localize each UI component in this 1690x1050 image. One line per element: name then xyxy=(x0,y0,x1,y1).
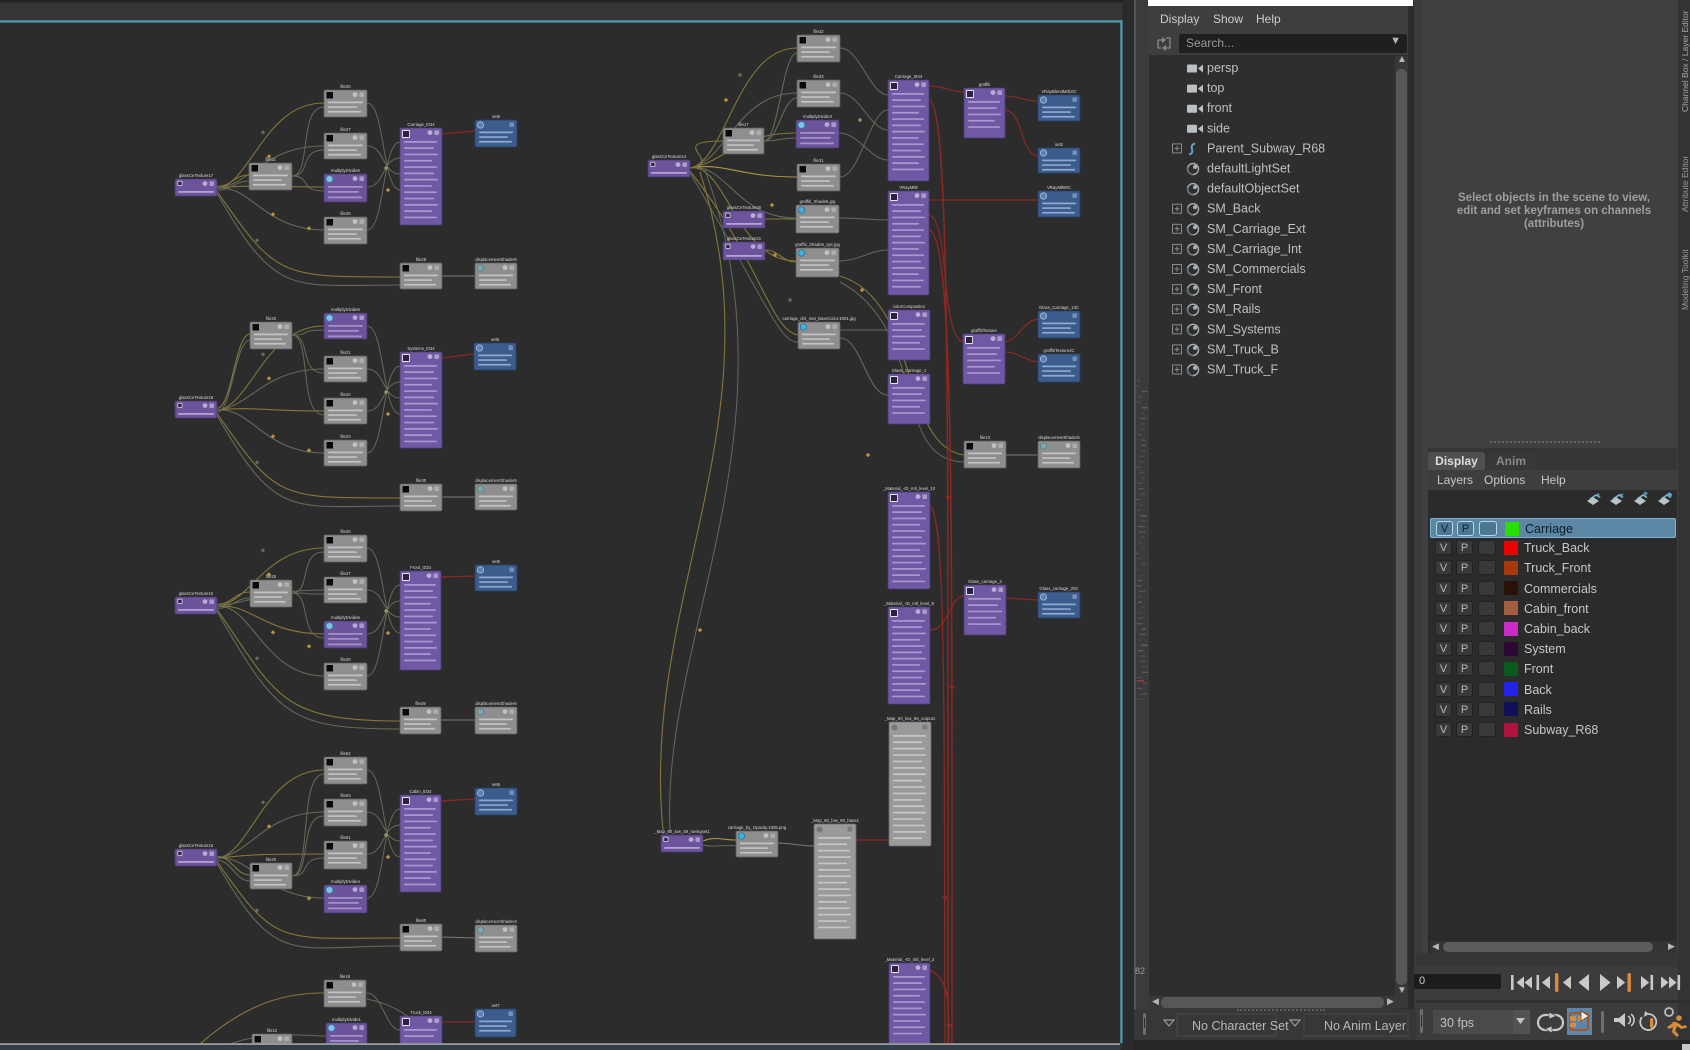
svg-text:file18: file18 xyxy=(340,974,351,979)
svg-text:_Map_60_low_59_swingset1: _Map_60_low_59_swingset1 xyxy=(653,829,710,834)
svg-text:SM_Truck_F: SM_Truck_F xyxy=(1207,363,1278,377)
svg-text:file10: file10 xyxy=(980,435,991,440)
svg-text:set6: set6 xyxy=(492,559,501,564)
svg-text:file60: file60 xyxy=(416,918,427,923)
svg-text:Glass_Carriage_13C: Glass_Carriage_13C xyxy=(1039,305,1079,310)
svg-text:multiplyDivide6: multiplyDivide6 xyxy=(331,615,361,620)
svg-text:Truck_t034: Truck_t034 xyxy=(410,1010,432,1015)
svg-text:displacementShader4: displacementShader4 xyxy=(475,919,517,924)
svg-text:graffitiTexture: graffitiTexture xyxy=(971,328,997,333)
svg-text:displacementShader6: displacementShader6 xyxy=(475,478,517,483)
svg-text:glassCeTexture16: glassCeTexture16 xyxy=(179,843,214,848)
svg-text:file26: file26 xyxy=(340,84,351,89)
svg-text:multiplyDivide4: multiplyDivide4 xyxy=(331,879,361,884)
svg-text:multiplyDivide3: multiplyDivide3 xyxy=(803,114,833,119)
svg-text:carriage_dirt_mat_BaseColor.10: carriage_dirt_mat_BaseColor.1001.jpg xyxy=(782,316,856,321)
svg-text:file31: file31 xyxy=(813,158,824,163)
svg-text:_Map_60_low_59_base1: _Map_60_low_59_base1 xyxy=(810,818,860,823)
svg-text:file21: file21 xyxy=(340,350,351,355)
svg-text:file25: file25 xyxy=(266,574,277,579)
svg-text:file28: file28 xyxy=(340,657,351,662)
svg-text:SM_Systems: SM_Systems xyxy=(1207,322,1281,336)
svg-text:glassCeTexture20: glassCeTexture20 xyxy=(727,205,762,210)
svg-text:Front_t034: Front_t034 xyxy=(410,565,431,570)
svg-text:file28: file28 xyxy=(416,257,427,262)
svg-text:Glass_carriage_2: Glass_carriage_2 xyxy=(968,579,1002,584)
svg-text:file17: file17 xyxy=(738,122,749,127)
svg-text:Glass_Carriage_1: Glass_Carriage_1 xyxy=(892,368,927,373)
svg-text:file30: file30 xyxy=(416,478,427,483)
svg-text:file27: file27 xyxy=(340,127,351,132)
svg-text:Carriage_t034: Carriage_t034 xyxy=(895,74,923,79)
svg-text:Carriage_t034: Carriage_t034 xyxy=(407,122,435,127)
svg-text:multiplyDivide6: multiplyDivide6 xyxy=(331,168,361,173)
svg-text:VRayMtl80C: VRayMtl80C xyxy=(1047,185,1071,190)
svg-text:Parent_Subway_R68: Parent_Subway_R68 xyxy=(1207,141,1325,155)
svg-text:file63: file63 xyxy=(340,793,351,798)
svg-text:graffitiTexture2C: graffitiTexture2C xyxy=(1043,348,1074,353)
svg-text:82: 82 xyxy=(1135,966,1145,976)
svg-text:set6: set6 xyxy=(491,337,500,342)
svg-text:file12: file12 xyxy=(267,1028,278,1033)
svg-text:multiplyDivide1: multiplyDivide1 xyxy=(332,1017,362,1022)
svg-text:file25: file25 xyxy=(340,211,351,216)
svg-text:file23: file23 xyxy=(340,434,351,439)
svg-text:SM_Rails: SM_Rails xyxy=(1207,302,1261,316)
svg-text:file26: file26 xyxy=(340,529,351,534)
svg-text:carriage_by_Opacity.1005.png: carriage_by_Opacity.1005.png xyxy=(728,825,787,830)
svg-text:file20: file20 xyxy=(266,316,277,321)
svg-text:_Material_-ID_mtl_level_9: _Material_-ID_mtl_level_9 xyxy=(883,601,935,606)
svg-text:_Material_-ID_mtl_level_10: _Material_-ID_mtl_level_10 xyxy=(882,486,936,491)
svg-text:_Map_60_low_59_output1: _Map_60_low_59_output1 xyxy=(884,716,936,721)
svg-text:graffiti: graffiti xyxy=(979,82,991,87)
svg-text:glassCeTexture14: glassCeTexture14 xyxy=(652,154,687,159)
svg-text:top: top xyxy=(1207,81,1224,95)
svg-text:SM_Commercials: SM_Commercials xyxy=(1207,262,1306,276)
svg-text:file32: file32 xyxy=(813,29,824,34)
svg-text:SM_Back: SM_Back xyxy=(1207,202,1261,216)
svg-text:glassCeTexture18: glassCeTexture18 xyxy=(179,395,214,400)
svg-text:_Material_-ID_mtl_level_2: _Material_-ID_mtl_level_2 xyxy=(884,957,936,962)
svg-text:side: side xyxy=(1207,121,1230,135)
svg-text:glassCeTexture17: glassCeTexture17 xyxy=(179,173,214,178)
svg-text:glassCeTexture15: glassCeTexture15 xyxy=(179,591,214,596)
svg-text:graffiti_Shade5_spc.jpg: graffiti_Shade5_spc.jpg xyxy=(795,242,840,247)
svg-text:SM_Carriage_Ext: SM_Carriage_Ext xyxy=(1207,222,1306,236)
svg-text:set2: set2 xyxy=(1055,142,1064,147)
svg-text:VRayMtl8: VRayMtl8 xyxy=(899,185,918,190)
svg-text:file29: file29 xyxy=(415,701,426,706)
svg-text:glassCeTexture21: glassCeTexture21 xyxy=(727,236,762,241)
svg-text:front: front xyxy=(1207,101,1233,115)
svg-text:displacementShader6: displacementShader6 xyxy=(475,701,517,706)
svg-text:Cabin_t034: Cabin_t034 xyxy=(410,789,433,794)
svg-text:set5: set5 xyxy=(492,782,501,787)
svg-text:defaultObjectSet: defaultObjectSet xyxy=(1207,182,1300,196)
svg-text:Glass_carriage_20C: Glass_carriage_20C xyxy=(1039,586,1078,591)
svg-text:set7: set7 xyxy=(491,1003,500,1008)
svg-text:file20: file20 xyxy=(266,857,277,862)
svg-text:Systems_t034: Systems_t034 xyxy=(407,346,435,351)
svg-text:file61: file61 xyxy=(340,835,351,840)
svg-text:file27: file27 xyxy=(340,571,351,576)
svg-text:No Character Set: No Character Set xyxy=(1192,1019,1289,1033)
svg-text:file22: file22 xyxy=(340,392,351,397)
svg-text:SM_Truck_B: SM_Truck_B xyxy=(1207,342,1279,356)
svg-text:file33: file33 xyxy=(813,74,824,79)
svg-text:graffiti_Shade5.jpg: graffiti_Shade5.jpg xyxy=(800,199,836,204)
svg-text:displacementShader5: displacementShader5 xyxy=(1038,435,1080,440)
svg-text:SM_Carriage_Int: SM_Carriage_Int xyxy=(1207,242,1302,256)
svg-text:defaultLightSet: defaultLightSet xyxy=(1207,162,1291,176)
svg-text:colorComposite1: colorComposite1 xyxy=(893,304,926,309)
svg-text:VRayBlendMtl10C: VRayBlendMtl10C xyxy=(1041,89,1076,94)
svg-text:No Anim Layer: No Anim Layer xyxy=(1324,1019,1406,1033)
svg-text:file14: file14 xyxy=(265,157,276,162)
svg-text:persp: persp xyxy=(1207,61,1238,75)
svg-text:multiplyDivide6: multiplyDivide6 xyxy=(331,307,361,312)
svg-text:file62: file62 xyxy=(340,751,351,756)
svg-text:SM_Front: SM_Front xyxy=(1207,282,1262,296)
svg-text:displacementShader6: displacementShader6 xyxy=(475,257,517,262)
svg-text:set6: set6 xyxy=(492,114,501,119)
svg-text:30 fps: 30 fps xyxy=(1440,1016,1474,1030)
